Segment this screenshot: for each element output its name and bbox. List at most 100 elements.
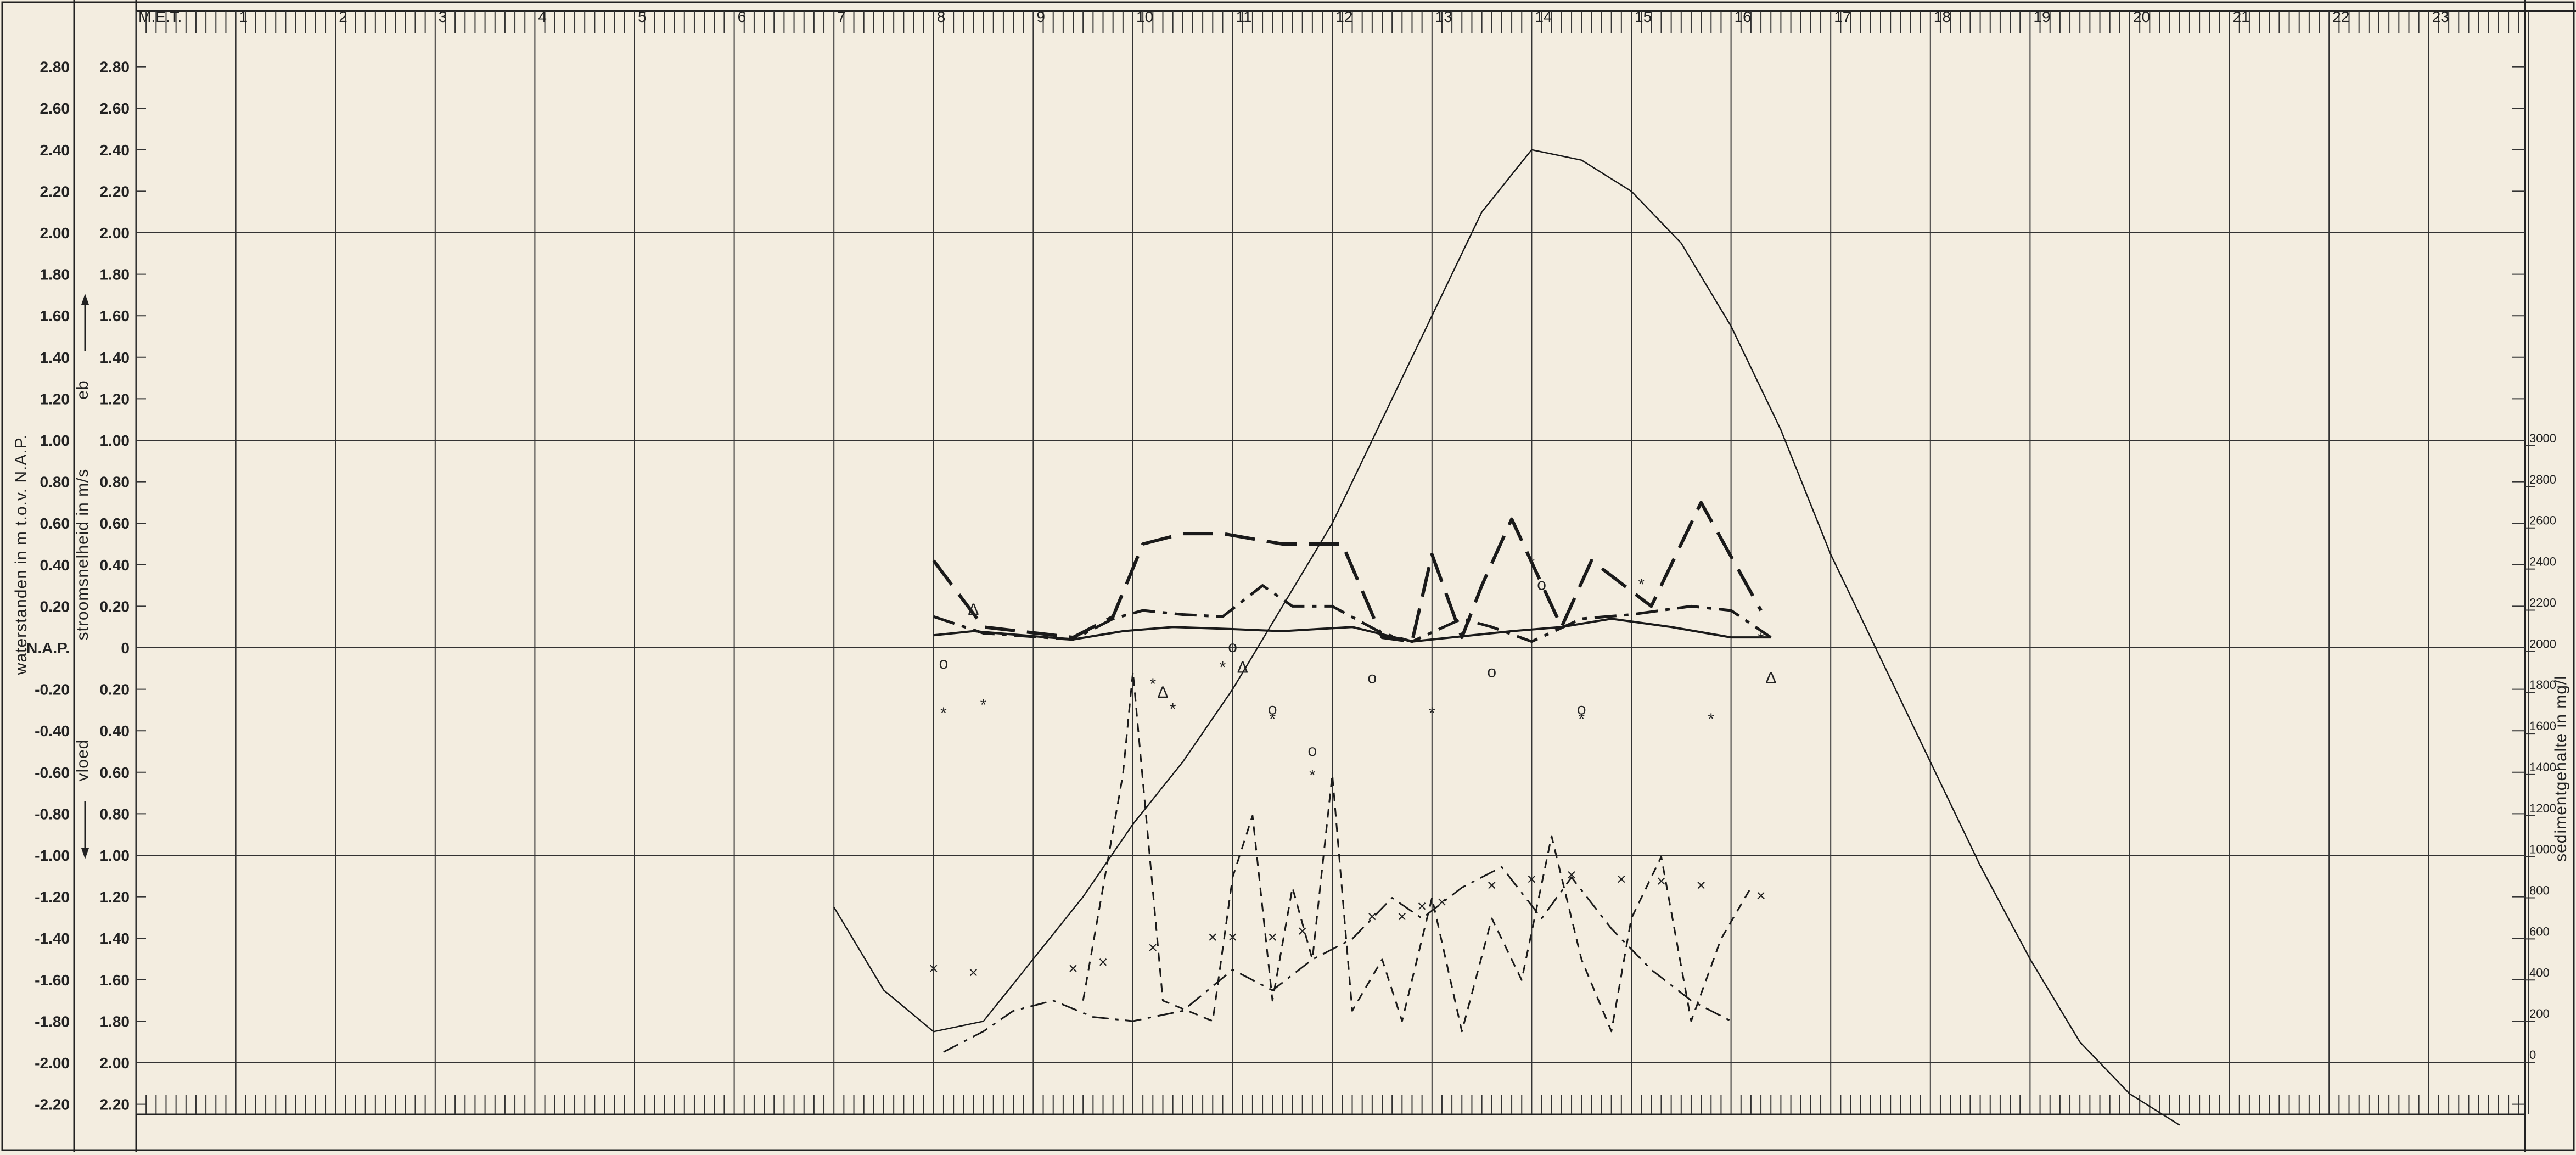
data-marker: Δ: [1237, 659, 1248, 677]
hour-label: 8: [937, 8, 946, 25]
data-marker: ×: [1756, 887, 1766, 905]
data-marker: *: [1170, 700, 1176, 718]
velocity-axis: 2.80 2.60 2.40 2.20 2.00 1.80 1.60 1.40 1.20 1.00…: [100, 59, 130, 1113]
velocity-tick-label: 0.40: [100, 557, 130, 574]
y-axis-title-eb: eb: [74, 380, 92, 399]
hour-label: 5: [638, 8, 647, 25]
velocity-tick-label: 0.80: [100, 805, 130, 822]
hour-label: 3: [439, 8, 447, 25]
velocity-tick-label: 1.80: [100, 266, 130, 283]
sediment-line: [1082, 671, 1752, 1033]
velocity-tick-label: 2.00: [100, 1055, 130, 1072]
data-marker: ×: [1398, 907, 1407, 926]
data-marker: *: [1429, 704, 1435, 722]
data-marker: ×: [1068, 960, 1078, 978]
data-marker: ×: [1617, 870, 1626, 888]
data-marker: *: [1758, 630, 1764, 648]
hour-label: 11: [1236, 8, 1252, 25]
data-marker: ×: [1567, 866, 1576, 884]
left-tick-label: -2.20: [35, 1096, 70, 1113]
hour-label: 6: [738, 8, 747, 25]
data-marker: ×: [1098, 953, 1108, 971]
data-marker: ×: [1437, 893, 1447, 911]
left-tick-label: N.A.P.: [26, 640, 70, 657]
hour-label: 1: [239, 8, 248, 25]
hour-label: 19: [2033, 8, 2050, 25]
velocity-tick-label: 0.40: [100, 722, 130, 739]
velocity-tick-label: 1.00: [100, 847, 130, 864]
hour-label: 10: [1136, 8, 1153, 25]
velocity-tick-label: 0.20: [100, 681, 130, 698]
sediment-tick-label: 1200: [2529, 801, 2556, 815]
sediment-tick-label: 2600: [2529, 514, 2556, 528]
data-marker: o: [1577, 700, 1586, 718]
hour-label: 7: [837, 8, 846, 25]
velocity-tick-label: 1.60: [100, 972, 130, 989]
data-marker: Δ: [968, 601, 979, 619]
sediment-tick-label: 400: [2529, 966, 2550, 979]
sediment-tick-label: 600: [2529, 924, 2550, 938]
left-tick-label: 1.40: [40, 349, 70, 366]
left-tick-label: 1.60: [40, 307, 70, 324]
sediment-tick-label: 1600: [2529, 719, 2556, 733]
y-axis-title-right: sedimentgehalte in mg/l: [2552, 675, 2570, 862]
sediment-tick-label: 1000: [2529, 843, 2556, 856]
velocity-tick-label: 1.20: [100, 889, 130, 906]
data-marker: ×: [1267, 928, 1277, 946]
data-marker: *: [1638, 576, 1645, 594]
left-tick-label: -2.00: [35, 1055, 70, 1072]
velocity-tick-label: 0.60: [100, 515, 130, 532]
data-marker: o: [1228, 638, 1237, 656]
velocity-tick-label: 0: [121, 640, 130, 657]
sediment-tick-label: 1400: [2529, 760, 2556, 774]
sediment-tick-label: 2800: [2529, 473, 2556, 486]
hour-label: 23: [2432, 8, 2449, 25]
hour-label: 2: [339, 8, 347, 25]
sediment-axis: 3000280026002400220020001800160014001200…: [2525, 431, 2556, 1063]
hour-label: 22: [2332, 8, 2349, 25]
hour-labels: 1 2 3 4 5 6 7 8 9 10 11 12 13 14 15 16 17 18 19 20 21 22 23: [239, 8, 2449, 25]
sediment-tick-label: 3000: [2529, 431, 2556, 445]
velocity-tick-label: 0.20: [100, 598, 130, 615]
data-marker: *: [980, 696, 987, 714]
velocity-tick-label: 1.40: [100, 349, 130, 366]
sediment-tick-label: 200: [2529, 1007, 2550, 1021]
velocity-tick-label: 1.60: [100, 307, 130, 324]
left-axis: 2.80 2.60 2.40 2.20 2.00 1.80 1.60 1.40 1.20 1.00…: [26, 59, 70, 1113]
data-marker: *: [1269, 710, 1276, 728]
hour-label: 13: [1435, 8, 1452, 25]
left-tick-label: 1.20: [40, 390, 70, 407]
left-tick-label: -1.00: [35, 847, 70, 864]
left-tick-label: 2.60: [40, 100, 70, 117]
data-marker: o: [939, 654, 949, 672]
velocity-tick-label: 2.80: [100, 59, 130, 76]
data-marker: *: [940, 704, 947, 722]
water-level-line: [833, 149, 2180, 1126]
data-marker: Δ: [1765, 669, 1776, 687]
sediment-line: [943, 866, 1732, 1053]
hour-label: 15: [1635, 8, 1652, 25]
velocity-tick-label: 1.20: [100, 390, 130, 407]
vloed-arrow-head: [81, 848, 89, 859]
velocity-tick-label: 0.60: [100, 764, 130, 781]
left-tick-label: -1.40: [35, 930, 70, 947]
left-tick-label: -1.60: [35, 972, 70, 989]
sediment-tick-label: 800: [2529, 884, 2550, 898]
data-marker: ×: [1417, 897, 1427, 915]
hour-label: 16: [1735, 8, 1752, 25]
data-marker: ×: [1298, 922, 1307, 940]
velocity-tick-label: 1.40: [100, 930, 130, 947]
left-tick-label: 1.80: [40, 266, 70, 283]
left-tick-label: 2.40: [40, 142, 70, 159]
left-tick-label: -0.20: [35, 681, 70, 698]
data-marker: ×: [1367, 907, 1377, 926]
hour-label: 14: [1535, 8, 1552, 25]
data-marker: ×: [1657, 872, 1666, 890]
data-marker: ×: [1527, 870, 1537, 888]
left-tick-label: 2.00: [40, 225, 70, 242]
left-tick-label: -1.20: [35, 889, 70, 906]
